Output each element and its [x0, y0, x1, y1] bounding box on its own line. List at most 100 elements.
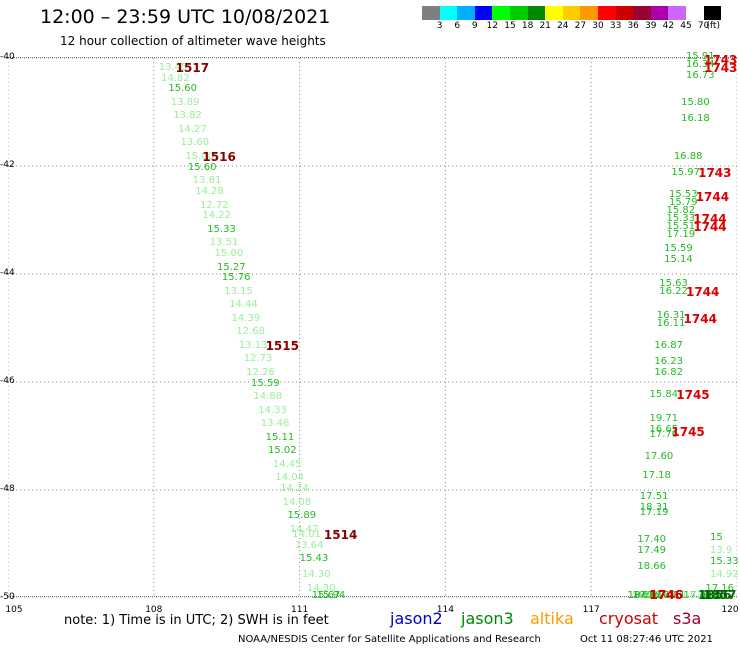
colorbar-tick-label: 45 — [680, 21, 692, 31]
wave-height-value: 17.51 — [639, 491, 669, 503]
pass-time-label: 1517 — [175, 60, 210, 75]
wave-height-value: 17.19 — [666, 229, 696, 241]
wave-height-value: 15 — [710, 531, 723, 543]
wave-height-value: 15.63 — [659, 277, 688, 289]
wave-height-value: 15.67 — [311, 590, 341, 601]
wave-height-value: 15.79 — [668, 196, 698, 208]
colorbar-tick-label: 21 — [539, 21, 551, 31]
latitude-tick-label: -48 — [0, 484, 15, 494]
wave-height-colorbar — [422, 6, 722, 20]
wave-height-value: 16.73 — [685, 69, 715, 81]
wave-height-value: 17.76 — [649, 429, 679, 440]
wave-height-value: 15.80 — [681, 96, 710, 108]
longitude-tick-label: 111 — [291, 605, 309, 615]
wave-height-value: 12.68 — [236, 326, 266, 338]
wave-height-value: 15.60 — [187, 161, 217, 173]
satellite-legend-jason3: jason3 — [461, 609, 514, 628]
wave-height-value: 14.01 — [292, 528, 321, 540]
wave-height-value: 14.33 — [258, 404, 287, 416]
wave-height-value: 12.26 — [246, 366, 275, 378]
longitude-tick-label: 108 — [145, 605, 163, 615]
colorbar-swatch — [597, 6, 616, 20]
longitude-tick-label: 114 — [436, 605, 454, 615]
wave-height-value: 16.18 — [681, 113, 710, 125]
pass-time-label: 1746 — [649, 588, 683, 602]
pass-time-label: 1744 — [695, 190, 730, 205]
wave-height-value: 13.82 — [173, 110, 202, 122]
wave-height-value: 15.14 — [664, 253, 693, 265]
pass-time-label: 1516 — [202, 149, 236, 164]
colorbar-tick-label: 30 — [592, 21, 604, 31]
wave-height-value: 14.72 — [637, 590, 666, 601]
colorbar-tick-label: 33 — [609, 21, 622, 31]
wave-height-value: 15.53 — [668, 188, 698, 200]
latitude-tick-label: -40 — [0, 52, 15, 62]
colorbar-swatch — [474, 6, 493, 20]
colorbar-tick-label: 39 — [645, 21, 657, 31]
colorbar-swatch — [457, 6, 475, 20]
wave-height-value: 15.97 — [671, 167, 701, 179]
colorbar-tick-label: 3 — [436, 21, 443, 31]
pass-time-label: 1743 — [698, 166, 732, 181]
wave-height-value: 16.22 — [659, 285, 688, 297]
wave-height-value: 15.91 — [685, 51, 715, 62]
wave-height-value: 16.82 — [654, 366, 684, 378]
pass-time-label: 1744 — [683, 311, 717, 326]
colorbar-tick-label: 12 — [486, 21, 499, 31]
colorbar-swatch — [527, 6, 546, 20]
longitude-tick-label: 120 — [721, 605, 739, 615]
wave-height-value: 14.28 — [195, 186, 224, 197]
wave-height-value: 14.47 — [289, 523, 319, 535]
map-title: 12:00 – 23:59 UTC 10/08/2021 — [40, 6, 331, 28]
colorbar-swatch — [615, 6, 634, 20]
wave-height-value: 14.88 — [253, 391, 283, 403]
pass-time-label: 1744 — [685, 284, 720, 299]
wave-height-value: 16.65 — [649, 423, 679, 435]
wave-height-value: 15.27 — [216, 261, 246, 273]
pass-time-label: 1746 — [649, 588, 683, 602]
wave-height-value: 13.60 — [180, 137, 210, 149]
colorbar-swatch — [422, 6, 440, 20]
wave-height-value: 14.39 — [231, 312, 261, 324]
wave-height-value: 17.03 — [683, 590, 713, 601]
footer-credit: NOAA/NESDIS Center for Satellite Applica… — [238, 634, 541, 645]
wave-height-value: 17.49 — [637, 545, 666, 557]
wave-height-value: 15.28 — [647, 590, 676, 601]
wave-height-value: 17.26 — [632, 590, 662, 601]
wave-height-value: 15.94 — [316, 590, 346, 601]
wave-height-value: 16.87 — [654, 339, 684, 351]
wave-height-value: 15.00 — [185, 150, 215, 162]
colorbar-tick-label: 15 — [504, 21, 516, 31]
wave-height-value: 18.31 — [639, 501, 669, 513]
wave-height-value: 15.60 — [168, 83, 198, 95]
wave-height-value: 18.87 — [627, 590, 657, 601]
latitude-tick-label: -42 — [0, 160, 15, 170]
pass-time-label: 1515 — [265, 338, 299, 353]
pass-time-label: 1745 — [671, 425, 705, 440]
wave-height-value: 13.45 — [158, 61, 188, 73]
map-subtitle: 12 hour collection of altimeter wave hei… — [60, 34, 326, 48]
wave-height-value: 15.02 — [268, 445, 297, 457]
wave-height-value: 19.25 — [627, 590, 657, 601]
colorbar-labels: 3 6 9 12 15 18 21 24 27 30 33 36 39 42 45 70 (ft) — [422, 21, 728, 33]
colorbar-swatch — [580, 6, 598, 20]
wave-height-value: 15.43 — [299, 553, 329, 565]
wave-height-value: 13.46 — [260, 418, 290, 430]
colorbar-tick-label: 9 — [471, 21, 478, 31]
wave-height-value: 14.82 — [673, 590, 703, 601]
wave-height-value: 16.88 — [673, 150, 703, 162]
satellite-legend-s3a: s3a — [673, 609, 702, 628]
pass-time-label: 1744 — [693, 212, 727, 226]
wave-height-value: 14.24 — [280, 483, 309, 494]
colorbar-unit: (ft) — [706, 21, 720, 31]
colorbar-swatch — [562, 6, 581, 20]
pass-time-label: 1856 — [698, 588, 732, 602]
wave-height-value: 14.82 — [161, 72, 190, 84]
wave-height-value: 15.76 — [221, 272, 251, 284]
wave-height-value: 15.33 — [207, 223, 236, 235]
wave-height-value: 14.30 — [306, 582, 336, 594]
wave-height-value: 18.56 — [627, 590, 657, 601]
colorbar-swatch — [633, 6, 651, 20]
wave-height-value: 12.73 — [243, 353, 273, 365]
